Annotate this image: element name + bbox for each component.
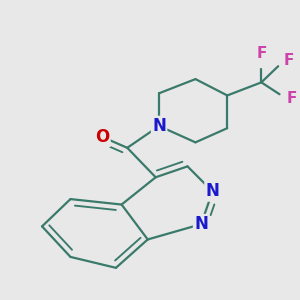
Text: N: N bbox=[152, 117, 166, 135]
Text: F: F bbox=[286, 91, 297, 106]
Text: F: F bbox=[284, 53, 295, 68]
Text: N: N bbox=[194, 215, 208, 233]
Text: F: F bbox=[256, 46, 267, 61]
Text: N: N bbox=[206, 182, 219, 200]
Text: O: O bbox=[95, 128, 109, 146]
